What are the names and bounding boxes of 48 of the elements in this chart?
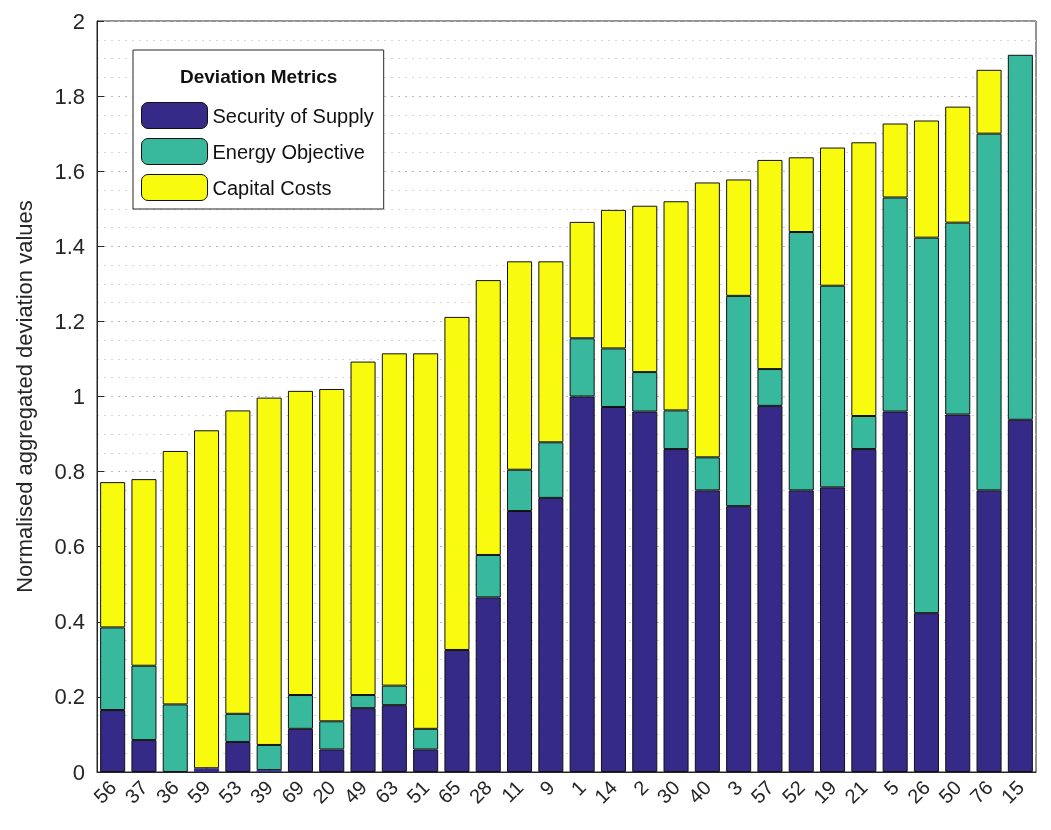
y-tick-label: 0.2: [54, 684, 85, 710]
y-tick-label: 0.4: [54, 609, 85, 635]
y-tick-label: 1.8: [54, 83, 85, 109]
y-tick-label: 0.6: [54, 534, 85, 560]
bar: [194, 768, 220, 772]
x-tick-label: 11: [497, 776, 528, 807]
bar: [194, 430, 220, 769]
y-tick-label: 1: [72, 384, 85, 409]
x-tick-label: 59: [183, 776, 215, 808]
x-tick-label: 76: [965, 776, 997, 808]
legend-title: Deviation Metrics: [180, 66, 338, 87]
x-tick-label: 65: [433, 776, 465, 808]
x-tick-label: 56: [89, 776, 121, 808]
x-tick-label: 28: [464, 776, 497, 808]
legend-label: Capital Costs: [212, 176, 332, 199]
x-tick-label: 30: [652, 776, 684, 808]
x-tick-label: 40: [683, 776, 716, 808]
y-tick-label: 0.8: [54, 459, 85, 485]
x-tick-label: 50: [934, 776, 966, 808]
x-tick-label: 2: [629, 776, 653, 800]
x-tick-label: 37: [120, 776, 152, 808]
x-tick-label: 36: [151, 776, 184, 808]
x-tick-label: 63: [370, 776, 403, 808]
x-tick-label: 69: [276, 776, 309, 808]
x-tick-label: 53: [214, 776, 246, 808]
legend-label: Security of Supply: [212, 104, 374, 127]
y-tick-label: 1.4: [54, 233, 85, 259]
legend-label: Energy Objective: [212, 140, 365, 163]
x-tick-label: 3: [723, 776, 747, 800]
y-tick-label: 1.2: [54, 308, 85, 334]
x-tick-label: 51: [402, 776, 434, 808]
x-tick-label: 5: [879, 776, 903, 800]
x-tick-label: 52: [777, 776, 810, 808]
x-tick-label: 21: [840, 776, 872, 808]
x-tick-label: 26: [902, 776, 935, 808]
y-axis-title: Normalised aggregated deviation values: [11, 200, 37, 593]
x-tick-label: 49: [339, 776, 371, 808]
y-tick-label: 2: [72, 8, 85, 34]
x-tick-label: 57: [746, 776, 778, 808]
x-tick-label: 39: [245, 776, 277, 808]
y-tick-label: 0: [72, 759, 85, 785]
x-tick-label: 14: [589, 776, 622, 808]
x-tick-label: 15: [996, 776, 1029, 808]
y-tick-label: 1.6: [54, 158, 85, 184]
x-tick-label: 19: [809, 776, 841, 808]
x-tick-label: 1: [566, 776, 590, 800]
x-tick-label: 20: [308, 776, 340, 808]
x-tick-label: 9: [535, 776, 559, 800]
